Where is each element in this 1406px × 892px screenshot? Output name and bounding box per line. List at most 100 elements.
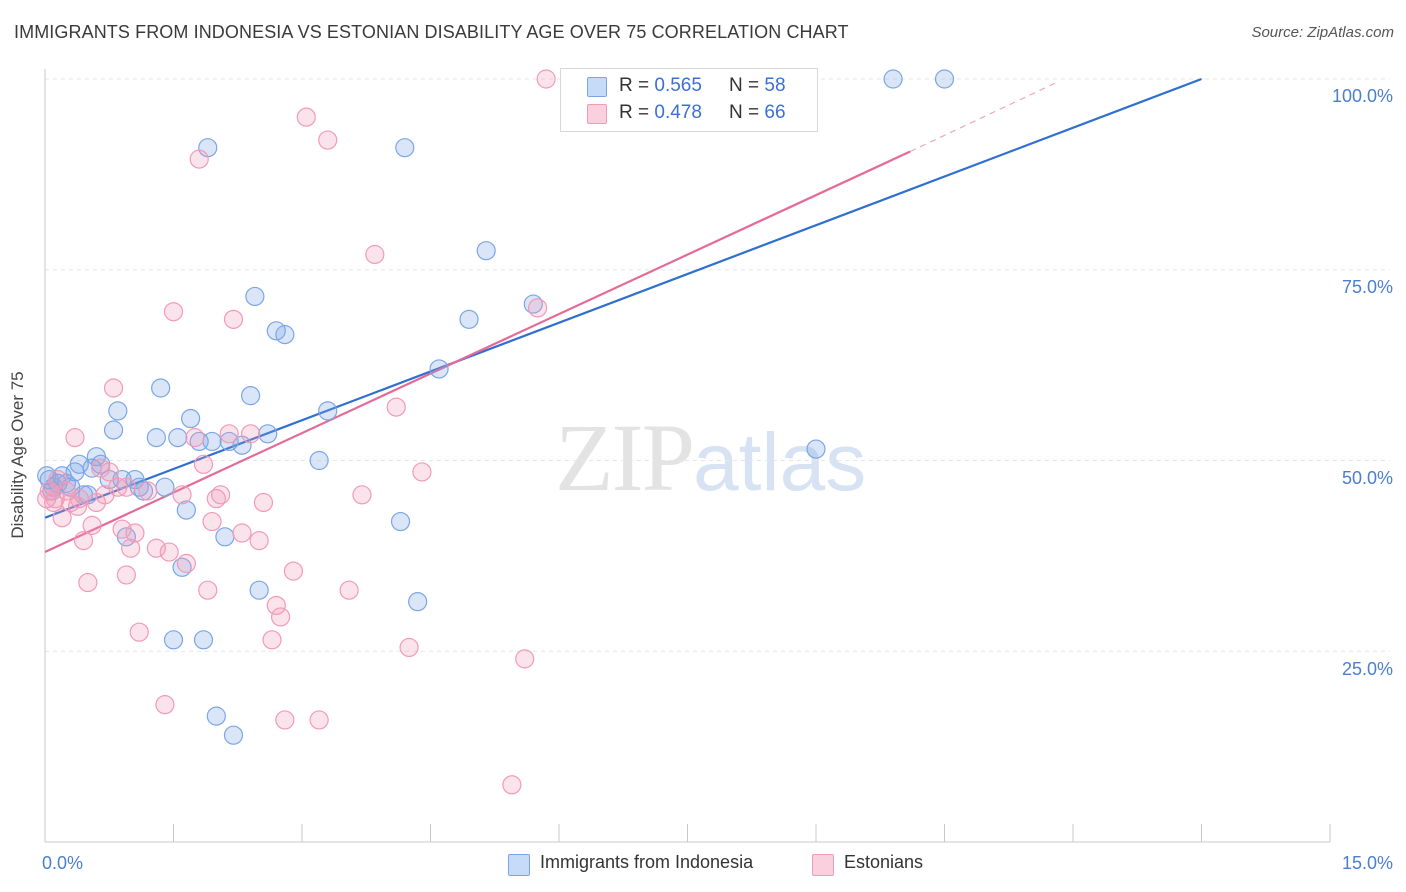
point-estonians [73, 531, 94, 551]
point-indonesia [219, 431, 239, 452]
point-indonesia [249, 580, 269, 600]
point-indonesia [318, 401, 338, 421]
x-tick-label: 15.0% [1341, 853, 1393, 873]
point-estonians [202, 511, 222, 532]
trend-line-indonesia [44, 77, 1202, 519]
point-estonians [146, 538, 166, 558]
legend-swatch [812, 854, 834, 876]
point-estonians [296, 107, 316, 127]
point-estonians [52, 508, 72, 528]
watermark-zip: ZIP [555, 404, 695, 511]
point-indonesia [408, 592, 428, 612]
point-estonians [129, 622, 149, 642]
point-indonesia [146, 428, 166, 448]
point-indonesia [223, 725, 244, 745]
point-indonesia [206, 706, 226, 726]
point-estonians [155, 695, 175, 715]
y-tick-label: 75.0% [1341, 277, 1393, 297]
r-label: R = [619, 75, 655, 96]
point-indonesia [275, 325, 295, 345]
point-estonians [515, 649, 535, 669]
watermark: ZIPatlas [555, 402, 866, 513]
point-indonesia [459, 309, 479, 329]
point-estonians [103, 378, 124, 398]
point-indonesia [934, 69, 955, 89]
point-indonesia [883, 69, 903, 89]
legend-label: Immigrants from Indonesia [540, 852, 754, 872]
n-value: 66 [764, 102, 786, 123]
point-indonesia [108, 401, 128, 421]
point-estonians [262, 630, 282, 650]
trend-line-estonians [44, 150, 911, 554]
point-estonians [270, 607, 291, 627]
point-estonians [125, 523, 145, 543]
point-indonesia [806, 439, 826, 459]
point-indonesia [241, 386, 261, 406]
point-estonians [185, 428, 205, 448]
point-estonians [339, 580, 359, 600]
point-estonians [318, 130, 338, 150]
point-estonians [219, 424, 239, 444]
r-label: R = [619, 102, 655, 123]
legend-swatch [508, 854, 530, 876]
point-estonians [412, 462, 432, 482]
source-label: Source: ZipAtlas.com [1251, 24, 1394, 41]
point-estonians [249, 531, 269, 551]
chart-title: IMMIGRANTS FROM INDONESIA VS ESTONIAN DI… [14, 22, 849, 42]
point-estonians [82, 515, 102, 535]
trend-extension-estonians [909, 82, 1057, 153]
point-estonians [527, 298, 548, 318]
point-indonesia [395, 138, 415, 158]
point-estonians [172, 485, 192, 505]
point-estonians [253, 492, 274, 513]
point-estonians [309, 710, 329, 730]
point-estonians [176, 553, 196, 574]
point-indonesia [168, 428, 188, 448]
point-indonesia [193, 630, 214, 650]
point-indonesia [476, 241, 496, 261]
point-indonesia [155, 477, 175, 497]
legend-swatch [587, 104, 607, 124]
point-estonians [116, 565, 136, 585]
point-indonesia [163, 630, 184, 650]
point-indonesia [69, 454, 89, 474]
point-estonians [67, 496, 88, 516]
point-estonians [275, 710, 295, 730]
r-value: 0.565 [654, 75, 702, 96]
point-estonians [232, 523, 252, 543]
point-estonians [189, 149, 209, 169]
r-value: 0.478 [654, 102, 702, 123]
n-label: N = [729, 75, 765, 96]
point-estonians [116, 477, 136, 497]
point-indonesia [215, 527, 235, 547]
correlation-legend: R = 0.565 N = 58 R = 0.478 N = 66 [560, 68, 818, 132]
point-estonians [78, 572, 98, 593]
point-estonians [266, 595, 286, 616]
point-estonians [241, 424, 261, 444]
point-indonesia [258, 424, 278, 444]
point-estonians [193, 454, 214, 474]
axes [44, 69, 1331, 843]
point-estonians [223, 309, 244, 329]
point-estonians [206, 489, 226, 509]
point-estonians [163, 302, 184, 322]
point-estonians [536, 69, 556, 89]
point-indonesia [245, 286, 265, 307]
point-estonians [121, 538, 141, 558]
point-estonians [112, 519, 132, 539]
y-tick-label: 100.0% [1331, 86, 1393, 106]
point-estonians [399, 637, 419, 658]
point-estonians [99, 462, 119, 482]
point-estonians [352, 485, 372, 505]
legend-label: Estonians [844, 852, 924, 872]
gridlines [45, 78, 1390, 652]
point-indonesia [176, 500, 196, 520]
point-estonians [65, 428, 85, 448]
point-indonesia [181, 408, 201, 429]
n-value: 58 [764, 75, 786, 96]
point-indonesia [390, 511, 411, 532]
x-tick-label: 0.0% [42, 853, 84, 873]
point-estonians [365, 244, 385, 265]
point-indonesia [151, 378, 171, 398]
